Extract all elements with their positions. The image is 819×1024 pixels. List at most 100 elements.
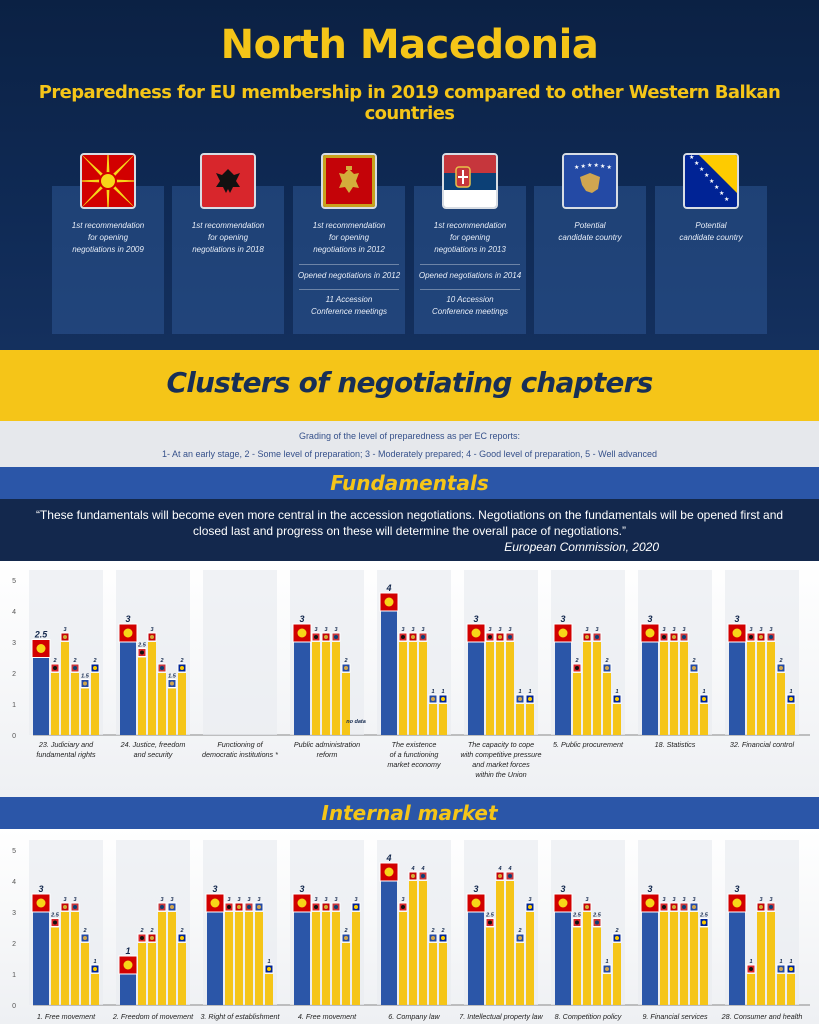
- data-label: 1: [779, 959, 782, 965]
- data-label: 1: [431, 689, 434, 695]
- bar-flag-marker-emblem: [160, 905, 164, 909]
- category-label: 4. Free movement: [298, 1012, 357, 1021]
- card-text: 11 Accession: [325, 295, 373, 304]
- category-group: 3 3 3 3 3 2.5 9. Financial services: [638, 840, 712, 1021]
- category-label: and security: [134, 750, 173, 759]
- bar-serbia: [158, 673, 166, 735]
- clusters-band: [0, 350, 819, 421]
- data-label: 2.5: [34, 630, 49, 640]
- bar-flag-marker-emblem: [401, 635, 405, 639]
- data-label: 2: [343, 928, 347, 934]
- bar-serbia: [593, 927, 601, 1005]
- header-banner: [0, 0, 819, 350]
- bar-flag-marker-emblem: [615, 697, 619, 701]
- data-label: 2: [52, 658, 56, 664]
- bar-flag-marker-emblem: [518, 697, 522, 701]
- data-label: 3: [488, 627, 491, 633]
- category-label: and market forces: [472, 760, 530, 769]
- data-label: 1: [749, 959, 752, 965]
- data-label: 3: [421, 627, 424, 633]
- data-label: 4: [385, 853, 391, 863]
- bar-flag-marker-emblem: [702, 697, 706, 701]
- data-label: 2: [82, 928, 86, 934]
- bar-flag-marker-emblem: [314, 635, 318, 639]
- data-label: 2.5: [572, 913, 582, 919]
- data-label: 2.5: [592, 913, 602, 919]
- grading-title: Grading of the level of preparedness as …: [298, 431, 521, 441]
- bar-north-macedonia: [729, 642, 745, 735]
- data-label: 1.5: [81, 674, 90, 680]
- bar-flag-marker-emblem: [180, 936, 184, 940]
- card-text: candidate country: [679, 233, 743, 242]
- data-label: no data: [346, 719, 366, 725]
- y-tick-label: 2: [12, 941, 16, 948]
- card-text: negotiations in 2013: [434, 245, 506, 254]
- bar-albania: [399, 912, 407, 1005]
- data-label: 1: [528, 689, 531, 695]
- data-label: 3: [324, 897, 327, 903]
- data-label: 2: [159, 658, 163, 664]
- bar-flag-marker-emblem: [585, 635, 589, 639]
- bar-albania: [573, 927, 581, 1005]
- bar-north-macedonia: [381, 611, 397, 735]
- svg-text:★: ★: [699, 166, 704, 173]
- bar-flag-marker-emblem: [384, 867, 394, 877]
- bar-flag-marker-emblem: [36, 898, 46, 908]
- bar-north-macedonia: [33, 657, 49, 735]
- bar-flag-marker-emblem: [488, 635, 492, 639]
- bar-north-macedonia: [555, 642, 571, 735]
- bar-serbia: [71, 912, 79, 1005]
- bar-north-macedonia: [468, 642, 484, 735]
- bar-north-macedonia: [555, 912, 571, 1005]
- card-text: 1st recommendation: [71, 221, 145, 230]
- bar-flag-marker-emblem: [488, 920, 492, 925]
- bar-albania: [660, 912, 668, 1005]
- data-label: 3: [63, 897, 66, 903]
- bar-montenegro: [496, 642, 504, 735]
- card-text: Opened negotiations in 2012: [297, 271, 401, 280]
- bar-albania: [225, 912, 233, 1005]
- bar-serbia: [767, 642, 775, 735]
- bar-flag-marker-emblem: [63, 905, 67, 909]
- bar-kosovo: [429, 704, 437, 735]
- bar-flag-marker-emblem: [324, 905, 328, 909]
- bar-flag-marker-emblem: [36, 644, 46, 653]
- category-label: 7. Intellectual property law: [459, 1012, 543, 1021]
- data-label: 3: [63, 627, 66, 633]
- bar-flag-marker-emblem: [508, 874, 512, 878]
- bar-flag-marker-emblem: [682, 905, 686, 909]
- bar-montenegro: [148, 642, 156, 735]
- bar-flag-marker-emblem: [344, 666, 348, 670]
- bar-kosovo: [516, 704, 524, 735]
- bar-flag-marker-emblem: [498, 635, 502, 639]
- category-label: 9. Financial services: [642, 1012, 708, 1021]
- category-label: 24. Justice, freedom: [120, 740, 186, 749]
- category-label: 32. Financial control: [730, 740, 795, 749]
- bar-flag-marker-emblem: [789, 697, 793, 701]
- data-label: 3: [682, 627, 685, 633]
- data-label: 1: [789, 689, 792, 695]
- data-label: 3: [299, 884, 304, 894]
- data-label: 3: [672, 897, 675, 903]
- bar-north-macedonia: [207, 912, 223, 1005]
- card-separator: [299, 289, 399, 290]
- bar-flag-marker-emblem: [297, 898, 307, 908]
- data-label: 2.5: [485, 913, 495, 919]
- data-label: 2: [92, 658, 96, 664]
- data-label: 3: [170, 897, 173, 903]
- data-label: 4: [410, 866, 414, 872]
- bar-north-macedonia: [33, 912, 49, 1005]
- data-label: 1: [702, 689, 705, 695]
- y-tick-label: 5: [12, 578, 16, 585]
- data-label: 1: [267, 959, 270, 965]
- data-label: 1: [615, 689, 618, 695]
- bar-albania: [312, 912, 320, 1005]
- data-label: 2: [691, 658, 695, 664]
- bar-albania: [486, 927, 494, 1005]
- bar-flag-marker-emblem: [73, 666, 77, 670]
- data-label: 4: [420, 866, 424, 872]
- bar-serbia: [506, 881, 514, 1005]
- bar-flag-marker-emblem: [645, 628, 655, 638]
- category-label: 3. Right of establishment: [200, 1012, 280, 1021]
